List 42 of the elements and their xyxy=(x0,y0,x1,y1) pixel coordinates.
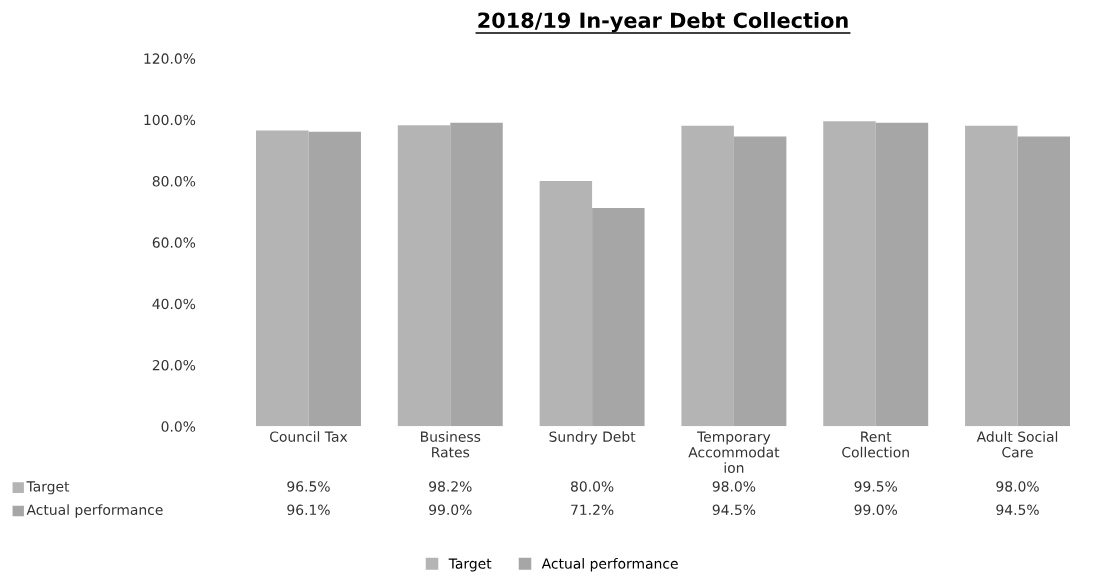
data-label: 98.2% xyxy=(429,481,472,492)
data-label: 96.5% xyxy=(287,481,330,492)
x-tick-label: Business Rates xyxy=(421,431,481,458)
data-label: 94.5% xyxy=(996,504,1039,516)
y-tick-label: 100.0% xyxy=(144,114,196,126)
data-label: 99.0% xyxy=(429,504,472,516)
data-label: 96.1% xyxy=(287,504,330,516)
x-tick-label: Adult Social Care xyxy=(976,431,1058,458)
data-label: 94.5% xyxy=(712,504,756,516)
data-label: 80.0% xyxy=(570,481,614,492)
x-tick-label: Sundry Debt xyxy=(549,431,636,445)
bar xyxy=(308,131,361,427)
chart-title: 2018/19 In-year Debt Collection xyxy=(478,12,848,33)
y-tick-label: 20.0% xyxy=(152,359,196,371)
y-tick-label: 40.0% xyxy=(152,298,196,310)
bar xyxy=(592,208,645,427)
x-tick-label: Rent Collection xyxy=(842,431,909,458)
bar xyxy=(965,125,1018,427)
bar xyxy=(450,122,503,427)
data-label: 98.0% xyxy=(712,481,756,492)
data-label: 99.0% xyxy=(854,504,898,516)
bar xyxy=(256,130,309,427)
y-tick-label: 80.0% xyxy=(152,176,196,187)
y-tick-label: 120.0% xyxy=(144,53,196,64)
bar xyxy=(681,125,734,427)
data-label: 99.5% xyxy=(854,481,898,492)
text: Actual performance xyxy=(26,504,163,518)
bar xyxy=(733,136,787,427)
bar xyxy=(539,181,593,427)
bar xyxy=(875,122,929,427)
legend-label: Target xyxy=(448,558,492,572)
bar xyxy=(1017,136,1070,427)
data-label: 98.0% xyxy=(996,481,1039,492)
y-tick-label: 0.0% xyxy=(161,421,196,432)
bar xyxy=(823,121,876,427)
bar xyxy=(397,125,451,427)
legend-label: Actual performance xyxy=(541,558,678,572)
y-tick-label: 60.0% xyxy=(152,237,196,248)
text: Target xyxy=(26,481,70,495)
x-tick-label: Council Tax xyxy=(270,431,348,442)
data-label: 71.2% xyxy=(571,504,614,516)
x-tick-label: Temporary Accommodat ion xyxy=(688,431,780,474)
